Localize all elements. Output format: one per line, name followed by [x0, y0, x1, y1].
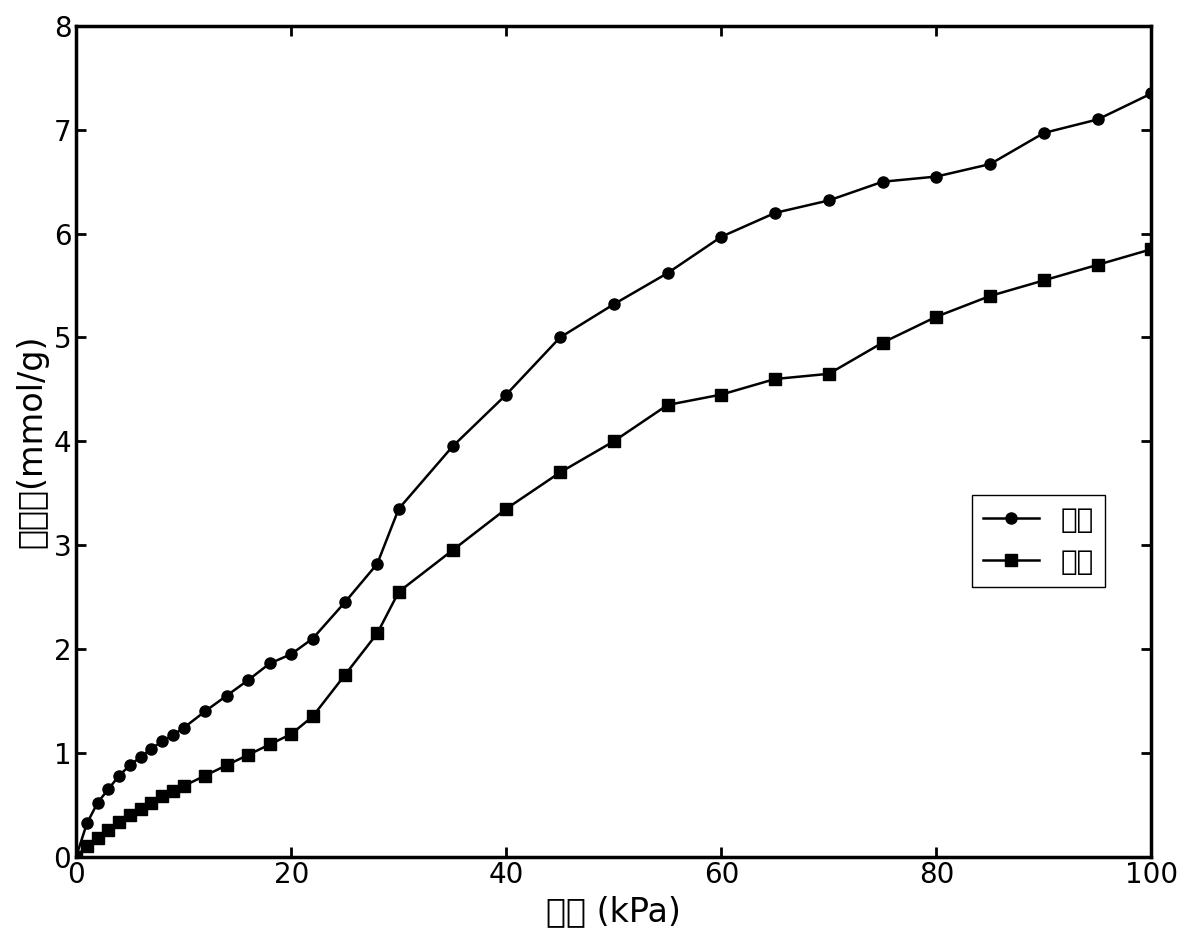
- 乙烷: [220, 690, 234, 702]
- 乙烷: [123, 759, 137, 770]
- 乙烯: [607, 436, 622, 447]
- 乙烯: [262, 738, 277, 750]
- X-axis label: 压力 (kPa): 压力 (kPa): [546, 895, 681, 928]
- 乙烷: [80, 818, 94, 829]
- 乙烯: [69, 851, 84, 862]
- 乙烷: [91, 797, 105, 808]
- 乙烯: [661, 399, 675, 410]
- 乙烯: [134, 803, 148, 815]
- 乙烷: [241, 674, 255, 686]
- 乙烯: [929, 311, 944, 323]
- 乙烷: [391, 504, 406, 515]
- 乙烷: [929, 171, 944, 182]
- 乙烷: [101, 784, 116, 795]
- 乙烯: [338, 670, 352, 681]
- 乙烯: [144, 797, 159, 808]
- 乙烯: [123, 809, 137, 820]
- Y-axis label: 吸附量(mmol/g): 吸附量(mmol/g): [16, 335, 48, 548]
- 乙烷: [112, 769, 126, 781]
- 乙烷: [983, 158, 997, 170]
- 乙烯: [80, 840, 94, 852]
- 乙烯: [370, 628, 384, 639]
- 乙烷: [284, 649, 298, 660]
- 乙烷: [155, 736, 169, 747]
- 乙烷: [1144, 88, 1158, 99]
- 乙烯: [822, 368, 836, 379]
- 乙烷: [134, 752, 148, 763]
- 乙烯: [983, 290, 997, 302]
- 乙烷: [305, 633, 320, 644]
- 乙烷: [177, 722, 191, 734]
- 乙烯: [1037, 274, 1051, 286]
- 乙烷: [768, 207, 783, 219]
- Legend: 乙烷, 乙烯: 乙烷, 乙烯: [972, 495, 1105, 587]
- 乙烯: [241, 749, 255, 760]
- 乙烷: [715, 231, 729, 242]
- 乙烯: [768, 373, 783, 385]
- 乙烯: [1090, 259, 1105, 271]
- 乙烯: [391, 587, 406, 598]
- 乙烯: [284, 728, 298, 739]
- 乙烯: [1144, 243, 1158, 255]
- 乙烯: [715, 389, 729, 400]
- 乙烷: [661, 268, 675, 279]
- 乙烷: [1037, 127, 1051, 139]
- 乙烷: [370, 558, 384, 570]
- 乙烯: [445, 545, 459, 556]
- 乙烯: [101, 824, 116, 835]
- 乙烷: [822, 195, 836, 207]
- Line: 乙烯: 乙烯: [70, 243, 1157, 862]
- 乙烷: [166, 730, 180, 741]
- 乙烷: [499, 389, 513, 400]
- 乙烷: [338, 597, 352, 608]
- 乙烷: [876, 176, 890, 188]
- 乙烯: [166, 786, 180, 797]
- 乙烷: [445, 440, 459, 452]
- 乙烯: [876, 337, 890, 348]
- 乙烯: [198, 769, 212, 781]
- 乙烷: [144, 743, 159, 754]
- 乙烯: [552, 467, 567, 478]
- 乙烯: [499, 504, 513, 515]
- 乙烷: [262, 658, 277, 670]
- 乙烷: [607, 299, 622, 310]
- 乙烯: [91, 833, 105, 844]
- 乙烯: [220, 759, 234, 770]
- 乙烷: [198, 705, 212, 717]
- 乙烷: [1090, 114, 1105, 125]
- 乙烯: [305, 711, 320, 722]
- 乙烷: [552, 332, 567, 343]
- 乙烯: [155, 791, 169, 802]
- 乙烯: [112, 817, 126, 828]
- 乙烯: [177, 780, 191, 791]
- 乙烷: [69, 851, 84, 862]
- Line: 乙烷: 乙烷: [70, 88, 1157, 862]
